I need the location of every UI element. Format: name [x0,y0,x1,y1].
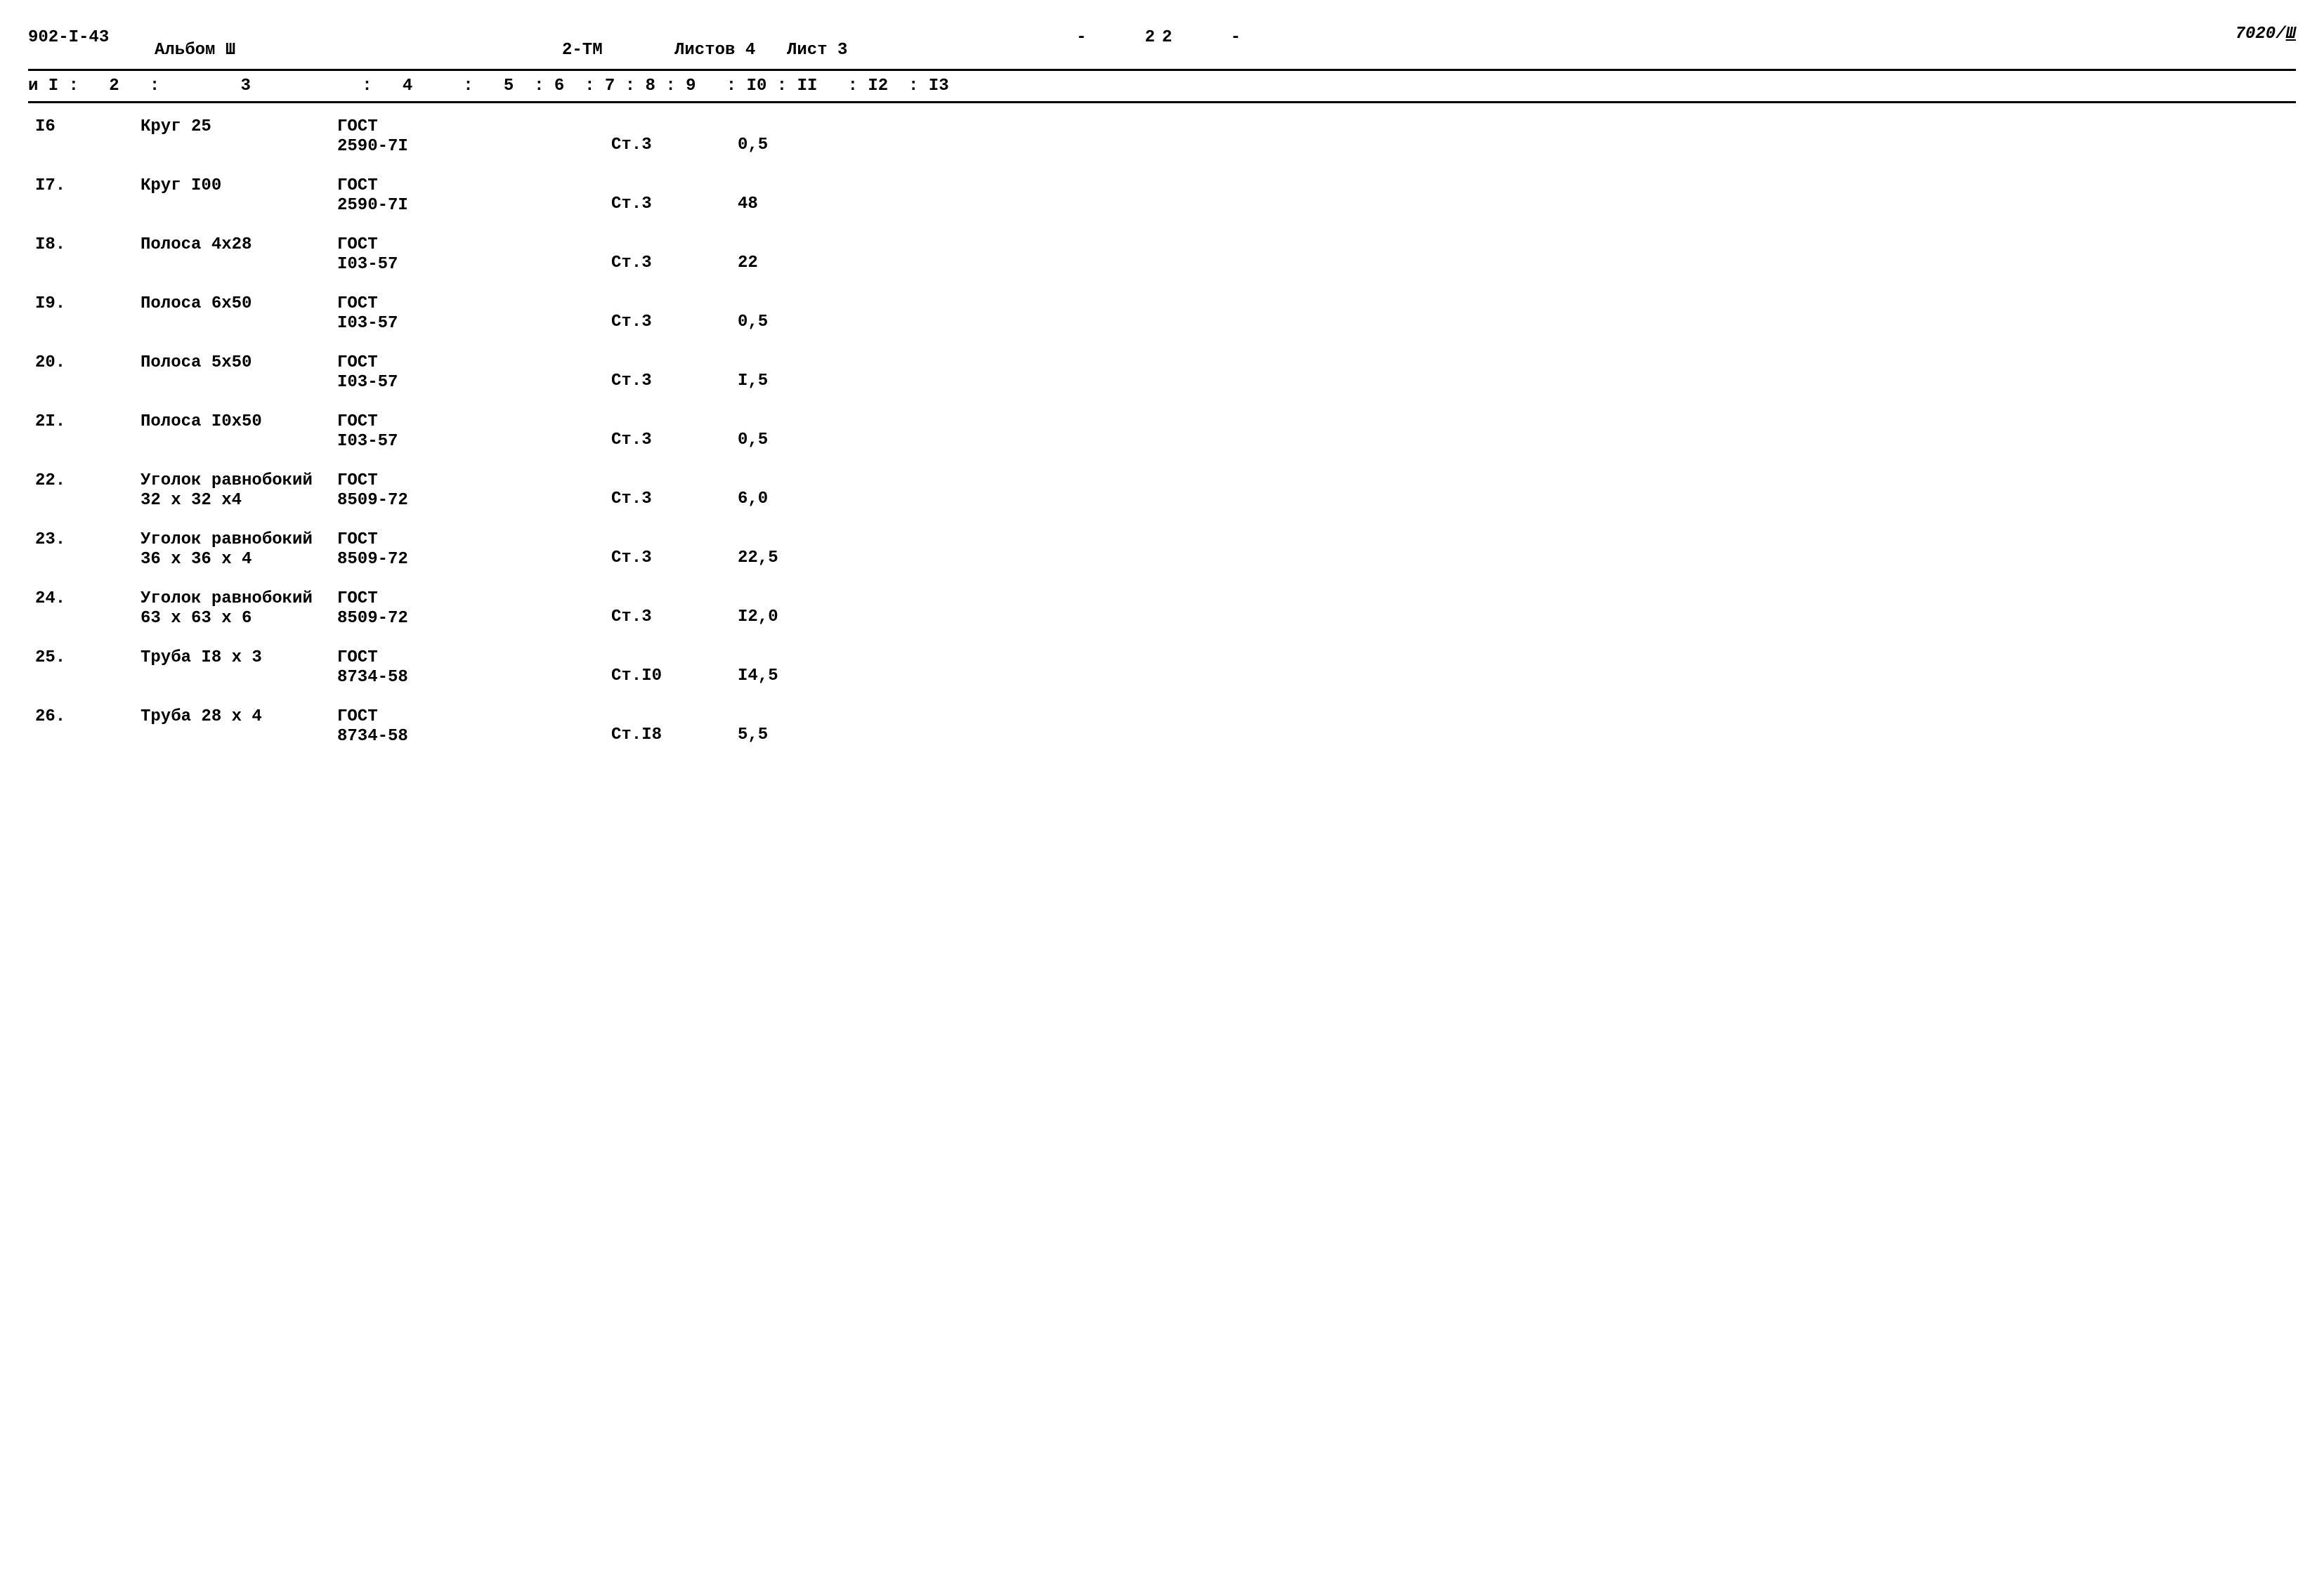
cell-c11: 0,5 [738,412,808,449]
table-row: I6 Круг 25ГОСТ 2590-7I Ст.3 0,5 [28,117,2296,157]
top-right-code: 7020/Ш [2235,25,2296,44]
table-row: 24. Уголок равнобокий 63 х 63 х 6ГОСТ 850… [28,589,2296,629]
cell-c1: I7. [28,176,70,195]
table-row: I8. Полоса 4х28ГОСТ I03-57 Ст.3 22 [28,235,2296,275]
cell-c4: ГОСТ I03-57 [337,294,464,333]
cell-c3: Уголок равнобокий 36 х 36 х 4 [141,530,337,569]
cell-c1: 22. [28,471,70,490]
cell-c1: 25. [28,648,70,667]
cell-c4: ГОСТ 8509-72 [337,471,464,510]
table-row: 26. Труба 28 х 4ГОСТ 8734-58 Ст.I8 5,5 [28,707,2296,747]
table-row: 20. Полоса 5х50ГОСТ I03-57 Ст.3 I,5 [28,353,2296,393]
cell-c3: Полоса I0х50 [141,412,337,432]
cell-c3: Труба 28 х 4 [141,707,337,727]
column-headers: и I : 2 : 3 : 4 : 5 : 6 : 7 : 8 : 9 : I0… [28,77,949,96]
cell-c9: Ст.3 [611,530,696,567]
cell-c11: 0,5 [738,294,808,331]
table-row: 2I. Полоса I0х50ГОСТ I03-57 Ст.3 0,5 [28,412,2296,452]
cell-c1: I6 [28,117,70,136]
cell-c9: Ст.3 [611,176,696,214]
cell-c4: ГОСТ I03-57 [337,412,464,451]
cell-c11: 22,5 [738,530,808,567]
sheets-count: Листов 4 [674,41,755,60]
cell-c11: I2,0 [738,589,808,626]
cell-c3: Труба I8 х 3 [141,648,337,668]
cell-c4: ГОСТ 2590-7I [337,176,464,215]
cell-c11: I4,5 [738,648,808,685]
cell-c3: Полоса 4х28 [141,235,337,255]
cell-c9: Ст.I0 [611,648,696,685]
cell-c11: 5,5 [738,707,808,744]
doc-number: 902-I-43 [28,28,109,47]
cell-c3: Уголок равнобокий 32 х 32 х4 [141,471,337,510]
table-row: 23. Уголок равнобокий 36 х 36 х 4ГОСТ 850… [28,530,2296,570]
table-body: I6Круг 25ГОСТ 2590-7IСт.30,5I7.Круг I00Г… [28,103,2296,747]
cell-c3: Полоса 6х50 [141,294,337,314]
cell-c4: ГОСТ I03-57 [337,235,464,274]
cell-c1: 26. [28,707,70,726]
cell-c1: I9. [28,294,70,313]
cell-c4: ГОСТ I03-57 [337,353,464,392]
cell-c1: I8. [28,235,70,254]
cell-c3: Полоса 5х50 [141,353,337,373]
page-number: - 22 - [1076,28,1248,47]
cell-c1: 2I. [28,412,70,431]
cell-c1: 24. [28,589,70,608]
cell-c9: Ст.3 [611,589,696,626]
document-header: 902-I-43 Альбом Ш - 22 - 2-ТМ Листов 4 Л… [28,21,2296,63]
table-row: 22. Уголок равнобокий 32 х 32 х4ГОСТ 8509… [28,471,2296,511]
album-label: Альбом Ш [155,41,235,60]
column-header-row: и I : 2 : 3 : 4 : 5 : 6 : 7 : 8 : 9 : I0… [28,71,2296,103]
table-row: 25. Труба I8 х 3ГОСТ 8734-58 Ст.I0 I4,5 [28,648,2296,688]
cell-c9: Ст.3 [611,117,696,155]
cell-c3: Круг 25 [141,117,337,137]
cell-c4: ГОСТ 8509-72 [337,530,464,569]
cell-c9: Ст.3 [611,294,696,331]
cell-c11: 6,0 [738,471,808,508]
cell-c11: 22 [738,235,808,272]
cell-c11: 0,5 [738,117,808,155]
cell-c11: I,5 [738,353,808,390]
cell-c1: 23. [28,530,70,549]
cell-c9: Ст.3 [611,353,696,390]
cell-c9: Ст.3 [611,412,696,449]
table-row: I9. Полоса 6х50ГОСТ I03-57 Ст.3 0,5 [28,294,2296,334]
cell-c9: Ст.3 [611,471,696,508]
cell-c4: ГОСТ 8734-58 [337,707,464,746]
cell-c3: Уголок равнобокий 63 х 63 х 6 [141,589,337,628]
sheet-number: Лист 3 [787,41,847,60]
tm-label: 2-ТМ [562,41,603,60]
cell-c4: ГОСТ 8734-58 [337,648,464,687]
cell-c9: Ст.I8 [611,707,696,744]
cell-c4: ГОСТ 8509-72 [337,589,464,628]
table-row: I7. Круг I00ГОСТ 2590-7I Ст.3 48 [28,176,2296,216]
cell-c3: Круг I00 [141,176,337,196]
cell-c11: 48 [738,176,808,214]
cell-c1: 20. [28,353,70,372]
cell-c9: Ст.3 [611,235,696,272]
cell-c4: ГОСТ 2590-7I [337,117,464,156]
